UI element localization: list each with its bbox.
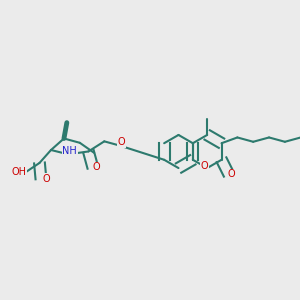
Text: O: O: [201, 161, 208, 171]
Text: OH: OH: [11, 167, 26, 177]
Text: NH: NH: [62, 146, 77, 156]
Text: O: O: [228, 169, 236, 179]
Text: O: O: [92, 162, 100, 172]
Text: O: O: [118, 137, 125, 147]
Text: O: O: [43, 174, 50, 184]
